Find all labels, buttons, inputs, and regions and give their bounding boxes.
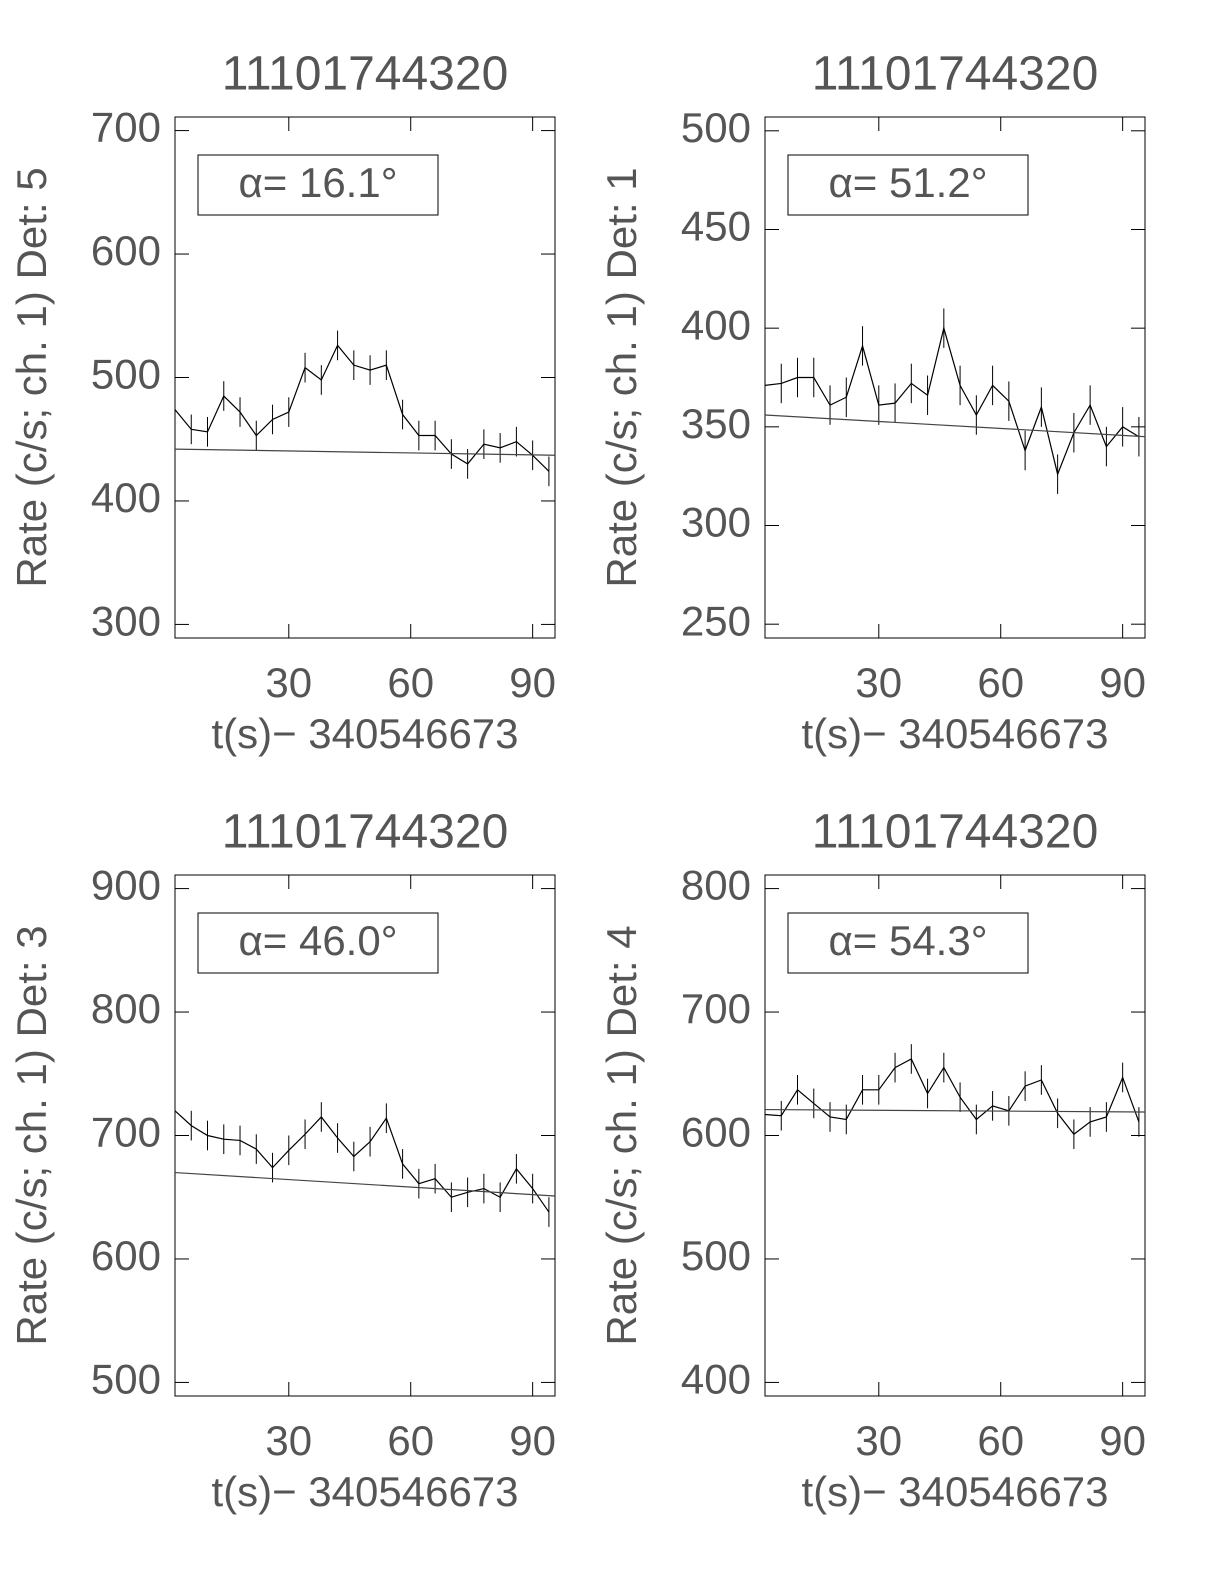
annotation-box [787,912,1029,974]
y-tick-label: 600 [91,227,161,274]
y-tick-label: 600 [681,1109,751,1156]
data-line [764,325,1140,477]
x-tick-label: 90 [1099,1417,1146,1464]
panel: 11101744320 t(s)− 340546673 Rate (c/s; ch.… [598,806,1146,1515]
y-tick-label: 700 [91,104,161,151]
annotation: α= 46.0° [238,917,397,964]
y-tick-label: 900 [91,862,161,909]
annotation-box [197,912,439,974]
data-line [764,1058,1140,1136]
y-tick-label: 600 [91,1232,161,1279]
annotation: α= 54.3° [828,917,987,964]
x-axis-label: t(s)− 340546673 [801,710,1108,757]
annotation-box [197,154,439,216]
y-tick-label: 300 [681,499,751,546]
annotation: α= 16.1° [238,159,397,206]
y-tick-label: 700 [681,985,751,1032]
chart-title: 11101744320 [812,806,1099,859]
panel: 11101744320 t(s)− 340546673 Rate (c/s; ch.… [598,48,1146,757]
y-tick-label: 400 [91,474,161,521]
x-tick-label: 30 [265,1417,312,1464]
y-tick-label: 500 [681,104,751,151]
x-tick-label: 90 [509,659,556,706]
y-tick-label: 500 [91,351,161,398]
x-tick-label: 60 [387,659,434,706]
y-axis-label: Rate (c/s; ch. 1) Det: 1 [598,167,645,587]
data-line [174,1171,556,1197]
data-line [174,448,556,456]
chart-title: 11101744320 [222,806,509,859]
x-axis-label: t(s)− 340546673 [211,1468,518,1515]
x-tick-label: 90 [509,1417,556,1464]
chart-title: 11101744320 [812,48,1099,101]
panel: 11101744320 t(s)− 340546673 Rate (c/s; ch.… [8,48,556,757]
y-axis-label: Rate (c/s; ch. 1) Det: 5 [8,167,55,587]
y-tick-label: 500 [681,1232,751,1279]
annotation: α= 51.2° [828,159,987,206]
x-tick-label: 60 [977,1417,1024,1464]
x-tick-label: 30 [265,659,312,706]
y-tick-label: 400 [681,301,751,348]
annotation-box [787,154,1029,216]
data-line [764,1108,1146,1113]
x-tick-label: 60 [977,659,1024,706]
y-tick-label: 400 [681,1356,751,1403]
data-line [764,414,1146,438]
y-tick-label: 250 [681,597,751,644]
y-axis-label: Rate (c/s; ch. 1) Det: 4 [598,925,645,1345]
x-tick-label: 90 [1099,659,1146,706]
data-line [174,344,550,472]
y-tick-label: 800 [681,862,751,909]
y-tick-label: 800 [91,985,161,1032]
chart-title: 11101744320 [222,48,509,101]
x-tick-label: 30 [855,1417,902,1464]
y-tick-label: 300 [91,598,161,645]
y-tick-label: 450 [681,203,751,250]
data-line [174,1110,550,1213]
y-tick-label: 700 [91,1109,161,1156]
x-tick-label: 30 [855,659,902,706]
x-axis-label: t(s)− 340546673 [211,710,518,757]
y-tick-label: 500 [91,1356,161,1403]
x-axis-label: t(s)− 340546673 [801,1468,1108,1515]
panel: 11101744320 t(s)− 340546673 Rate (c/s; ch.… [8,806,556,1515]
y-tick-label: 350 [681,400,751,447]
x-tick-label: 60 [387,1417,434,1464]
y-axis-label: Rate (c/s; ch. 1) Det: 3 [8,925,55,1345]
